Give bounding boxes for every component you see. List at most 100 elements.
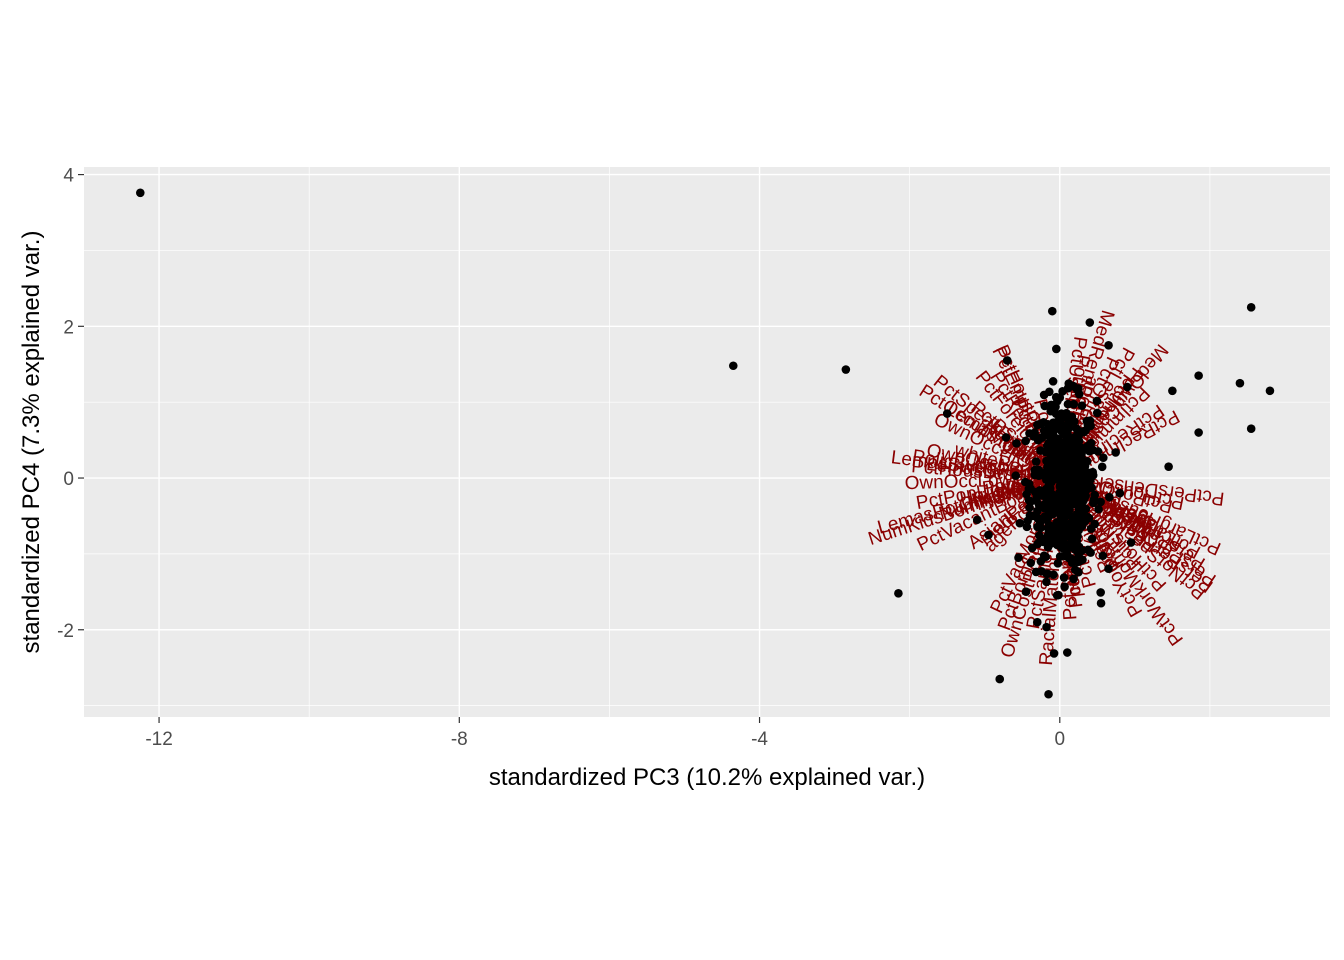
- observation-points: [135, 188, 1275, 699]
- data-point: [1194, 428, 1203, 437]
- data-point: [1115, 488, 1125, 498]
- x-tick-label: -12: [145, 729, 172, 750]
- data-point: [1069, 574, 1078, 584]
- data-point: [1085, 318, 1095, 327]
- data-point: [1068, 529, 1077, 538]
- data-point: [1052, 591, 1062, 600]
- data-point: [1035, 516, 1045, 525]
- data-point: [1021, 436, 1030, 446]
- data-point: [1074, 567, 1083, 577]
- data-point: [1035, 536, 1045, 546]
- data-point: [1063, 505, 1073, 515]
- data-point: [1105, 492, 1114, 502]
- data-point: [1092, 396, 1102, 406]
- data-point: [1039, 551, 1049, 561]
- data-point: [841, 365, 851, 374]
- data-point: [1021, 587, 1031, 596]
- y-axis-title: standardized PC4 (7.3% explained var.): [18, 231, 45, 654]
- data-point: [1096, 497, 1105, 507]
- data-point: [1030, 428, 1039, 437]
- data-point: [1011, 471, 1021, 480]
- data-point: [1015, 518, 1025, 528]
- data-point: [1012, 439, 1021, 448]
- data-point: [1087, 534, 1097, 544]
- data-point: [1033, 522, 1042, 532]
- data-point: [1037, 468, 1046, 478]
- data-point: [1027, 511, 1037, 521]
- data-point: [1049, 649, 1059, 658]
- data-point: [1024, 479, 1034, 489]
- data-point: [1072, 424, 1081, 433]
- data-point: [1126, 538, 1136, 547]
- data-point: [1067, 412, 1077, 421]
- data-point: [942, 409, 952, 418]
- axis-ticks: -12 -8 -4 0 -2 0 2 4: [57, 166, 1065, 750]
- data-point: [1026, 558, 1036, 568]
- data-point: [1022, 522, 1032, 532]
- data-point: [1066, 553, 1075, 563]
- data-point: [1014, 553, 1023, 562]
- data-point: [1090, 519, 1100, 529]
- data-point: [1062, 648, 1072, 657]
- data-point: [1024, 496, 1034, 505]
- data-point: [1246, 303, 1256, 312]
- data-point: [1002, 356, 1012, 365]
- data-point: [1085, 446, 1094, 456]
- data-point: [1074, 389, 1084, 399]
- data-point: [1033, 420, 1042, 430]
- data-point: [1086, 438, 1096, 448]
- data-point: [1083, 512, 1093, 522]
- data-point: [1081, 504, 1091, 514]
- data-point: [1043, 530, 1053, 540]
- data-point: [1071, 480, 1081, 490]
- x-tick-label: 0: [1054, 729, 1065, 750]
- data-point: [1053, 559, 1063, 568]
- data-point: [1035, 486, 1045, 495]
- data-point: [1042, 622, 1051, 632]
- data-point: [1043, 430, 1053, 440]
- data-point: [1097, 462, 1107, 472]
- data-point: [1164, 462, 1173, 471]
- data-point: [1061, 540, 1070, 550]
- data-point: [1168, 386, 1177, 396]
- data-point: [1085, 481, 1095, 491]
- data-point: [1064, 441, 1073, 451]
- x-tick-label: -4: [751, 729, 768, 750]
- data-point: [1036, 446, 1045, 455]
- data-point: [1096, 598, 1106, 608]
- data-point: [1060, 582, 1069, 591]
- data-point: [1037, 566, 1046, 576]
- data-point: [1096, 588, 1105, 597]
- data-point: [1077, 495, 1086, 505]
- data-point: [1048, 377, 1058, 386]
- y-tick-label: 4: [63, 166, 74, 187]
- data-point: [1066, 459, 1075, 468]
- data-point: [1077, 546, 1087, 555]
- data-point: [1067, 512, 1077, 522]
- data-point: [1246, 424, 1256, 434]
- data-point: [1032, 493, 1042, 502]
- data-point: [1265, 386, 1275, 396]
- data-point: [995, 674, 1005, 684]
- data-point: [1060, 479, 1070, 489]
- data-point: [1052, 344, 1061, 354]
- data-point: [1055, 552, 1065, 561]
- data-point: [1094, 504, 1103, 514]
- data-point: [1092, 408, 1102, 418]
- data-point: [1064, 522, 1073, 532]
- data-point: [1063, 399, 1073, 409]
- data-point: [1104, 564, 1113, 573]
- data-point: [1044, 689, 1053, 699]
- data-point: [1056, 510, 1066, 519]
- data-point: [1047, 306, 1057, 316]
- data-point: [984, 530, 993, 540]
- data-point: [1069, 381, 1078, 391]
- data-point: [1235, 378, 1245, 388]
- data-point: [1036, 433, 1046, 442]
- y-tick-label: 0: [63, 469, 74, 490]
- data-point: [1083, 470, 1092, 480]
- data-point: [1040, 401, 1050, 411]
- x-axis-title: standardized PC3 (10.2% explained var.): [489, 764, 925, 791]
- data-point: [1044, 387, 1054, 397]
